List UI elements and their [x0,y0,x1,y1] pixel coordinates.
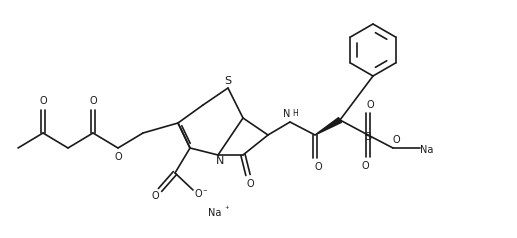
Text: O: O [89,96,97,106]
Text: O: O [114,152,122,162]
Text: O: O [39,96,47,106]
Text: $^+$: $^+$ [223,204,231,213]
Text: O: O [392,135,400,145]
Text: O: O [314,162,322,172]
Text: N: N [216,156,224,166]
Text: N: N [283,109,291,119]
Text: O: O [361,161,369,171]
Text: H: H [292,109,298,119]
Text: S: S [364,132,372,142]
Text: O: O [151,191,159,201]
Polygon shape [315,118,341,135]
Text: Na: Na [208,208,222,218]
Text: S: S [224,76,232,86]
Text: O: O [246,179,254,189]
Text: Na: Na [420,145,434,155]
Text: $^-$: $^-$ [202,187,208,195]
Text: O: O [194,189,202,199]
Text: O: O [366,100,374,110]
